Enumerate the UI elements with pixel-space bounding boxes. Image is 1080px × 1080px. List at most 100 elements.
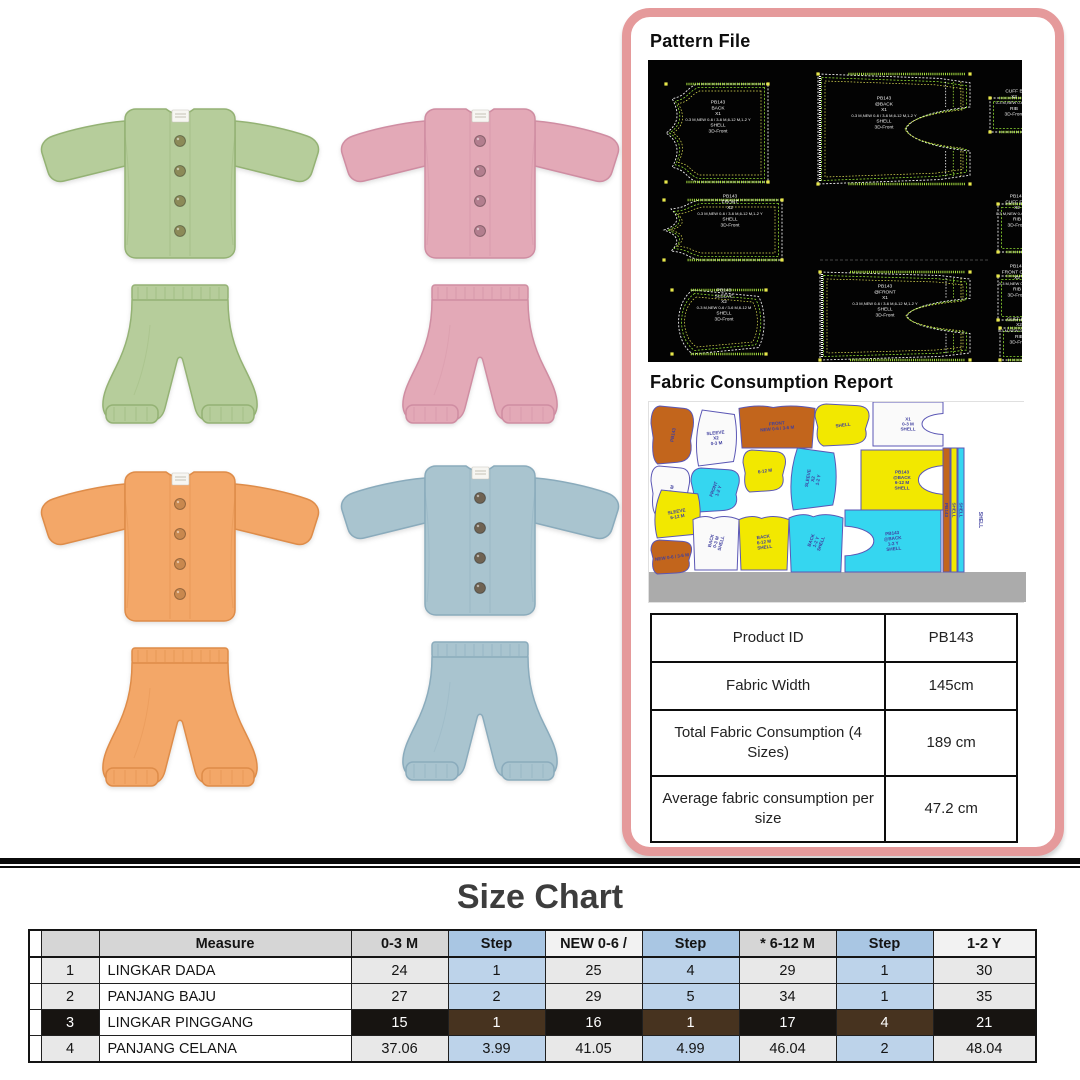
info-row: Average fabric consumption per size 47.2 … bbox=[649, 775, 1018, 843]
svg-text:0-3 M,NEW 0-6 / 3-6 M,6-12 M,1: 0-3 M,NEW 0-6 / 3-6 M,6-12 M,1-2 Y bbox=[697, 211, 763, 216]
baby-outfit-graphic bbox=[340, 465, 620, 781]
svg-text:X2: X2 bbox=[1016, 322, 1022, 328]
svg-text:CUFF B: CUFF B bbox=[1005, 88, 1022, 94]
info-label: Fabric Width bbox=[649, 661, 887, 711]
size-chart-header-measure: Measure bbox=[98, 929, 352, 958]
svg-text:FRONT CUFF: FRONT CUFF bbox=[1002, 269, 1022, 275]
size-chart-header--6-12-m: * 6-12 M bbox=[738, 929, 837, 958]
outfit-top bbox=[340, 465, 620, 616]
step-value: 4.99 bbox=[641, 1035, 740, 1063]
measure-name: LINGKAR PINGGANG bbox=[98, 1009, 352, 1036]
baby-set-orange-image bbox=[30, 458, 330, 808]
size-chart-row-3: 3 LINGKAR PINGGANG 15 1 16 1 17 4 21 bbox=[28, 1009, 1037, 1036]
svg-text:RIB: RIB bbox=[1013, 217, 1021, 223]
svg-text:0-3 M: 0-3 M bbox=[712, 536, 720, 549]
svg-text:X1: X1 bbox=[715, 111, 721, 117]
svg-text:FRONT: FRONT bbox=[722, 199, 739, 205]
size-chart-title: Size Chart bbox=[456, 878, 624, 916]
svg-text:6-12 M: 6-12 M bbox=[895, 480, 909, 485]
size-value: 15 bbox=[350, 1009, 449, 1036]
size-chart-header-blank bbox=[40, 929, 100, 958]
info-row: Total Fabric Consumption (4 Sizes) 189 cm bbox=[649, 709, 1018, 777]
size-chart-header-row: Measure 0-3 M Step NEW 0-6 /Step * 6-12 M Ste… bbox=[28, 929, 1037, 958]
svg-text:0-3 M,NEW 0-6 / 3-6 M,6-12 M,1: 0-3 M,NEW 0-6 / 3-6 M,6-12 M,1-2 Y bbox=[685, 117, 751, 122]
measure-name: PANJANG CELANA bbox=[98, 1035, 352, 1063]
outfit-pants bbox=[402, 284, 558, 424]
size-chart-row-1: 1 LINGKAR DADA 24 1 25 4 29 1 30 bbox=[28, 956, 1037, 984]
svg-text:3D-Front: 3D-Front bbox=[1005, 112, 1022, 118]
svg-text:SHELL: SHELL bbox=[877, 307, 893, 313]
svg-text:SHELL: SHELL bbox=[722, 217, 738, 223]
svg-text:PB143: PB143 bbox=[877, 96, 892, 102]
svg-text:RIB: RIB bbox=[1010, 106, 1018, 112]
fabric-report-title: Fabric Consumption Report bbox=[650, 372, 893, 392]
size-chart-header-blank bbox=[28, 929, 42, 958]
svg-text:3D-Front: 3D-Front bbox=[875, 125, 895, 131]
svg-text:SLEEVE: SLEEVE bbox=[667, 507, 686, 515]
svg-text:SHELL: SHELL bbox=[717, 535, 726, 551]
svg-text:0-3 M,NEW 0-6 / 3-6 M,6-12 M: 0-3 M,NEW 0-6 / 3-6 M,6-12 M bbox=[697, 305, 752, 310]
svg-text:@BACK: @BACK bbox=[893, 475, 911, 480]
step-value: 2 bbox=[447, 983, 546, 1010]
step-value: 5 bbox=[641, 983, 740, 1010]
size-value: 46.04 bbox=[738, 1035, 837, 1063]
svg-text:0-3 M,NEW 0-6 / 3-6 M,: 0-3 M,NEW 0-6 / 3-6 M, bbox=[998, 328, 1022, 333]
row-number: 3 bbox=[40, 1009, 100, 1036]
svg-text:0-3 M,NEW 0-6 / 3-6 M,6-12 M,1: 0-3 M,NEW 0-6 / 3-6 M,6-12 M,1-2 Y bbox=[852, 301, 918, 306]
svg-text:6-12 M: 6-12 M bbox=[670, 513, 685, 520]
svg-text:PB143: PB143 bbox=[1010, 264, 1022, 270]
svg-text:PB143: PB143 bbox=[1010, 194, 1022, 200]
info-row: Fabric Width 145cm bbox=[649, 661, 1018, 711]
svg-text:6-12 M: 6-12 M bbox=[758, 468, 773, 475]
size-value: 37.06 bbox=[350, 1035, 449, 1063]
svg-text:@BACK: @BACK bbox=[884, 535, 903, 542]
svg-text:X2: X2 bbox=[810, 475, 816, 482]
svg-text:SHELL: SHELL bbox=[900, 427, 915, 432]
row-margin-cell bbox=[28, 1009, 42, 1036]
size-value: 48.04 bbox=[932, 1035, 1037, 1063]
svg-text:X2: X2 bbox=[727, 205, 733, 211]
size-value: 21 bbox=[932, 1009, 1037, 1036]
svg-text:0-3 M,NEW 0-6 / 3-6: 0-3 M,NEW 0-6 / 3-6 bbox=[999, 281, 1022, 286]
svg-text:SHELL: SHELL bbox=[894, 485, 909, 490]
svg-text:CUFF BTM: CUFF BTM bbox=[1007, 316, 1022, 322]
svg-text:0-3 M: 0-3 M bbox=[710, 440, 722, 446]
svg-text:1-2 Y: 1-2 Y bbox=[714, 485, 722, 497]
svg-text:3D-Front: 3D-Front bbox=[1008, 223, 1022, 229]
svg-text:X2: X2 bbox=[713, 435, 720, 441]
size-chart-header-1-2-y: 1-2 Y bbox=[932, 929, 1037, 958]
baby-outfit-graphic bbox=[40, 471, 320, 787]
size-chart-header-step: Step bbox=[835, 929, 934, 958]
size-value: 29 bbox=[544, 983, 643, 1010]
info-label: Average fabric consumption per size bbox=[649, 775, 887, 843]
svg-text:SHELL: SHELL bbox=[757, 544, 773, 551]
neck-label-tag bbox=[471, 109, 490, 123]
pattern-file-title: Pattern File bbox=[650, 31, 751, 51]
fabric-info-table: Product ID PB143 Fabric Width 145cm Total Fa… bbox=[649, 613, 1018, 843]
svg-text:SHELL: SHELL bbox=[959, 502, 964, 517]
svg-text:NEW 0-6 / 3-6 M: NEW 0-6 / 3-6 M bbox=[760, 425, 795, 433]
size-chart-header-step: Step bbox=[641, 929, 740, 958]
svg-text:BACK: BACK bbox=[756, 533, 771, 540]
size-chart-header-new-0-6-: NEW 0-6 / bbox=[544, 929, 643, 958]
svg-text:3D-Front: 3D-Front bbox=[1008, 293, 1022, 299]
svg-text:RIB: RIB bbox=[1015, 334, 1022, 340]
svg-text:CUFF FRT: CUFF FRT bbox=[1005, 199, 1022, 205]
info-value: 47.2 cm bbox=[884, 775, 1018, 843]
spec-panel: Pattern File PB143 BACK X1 0-3 M,NEW 0-6 / … bbox=[622, 8, 1064, 856]
svg-text:@BACK: @BACK bbox=[875, 101, 894, 107]
svg-text:SHELL: SHELL bbox=[835, 421, 851, 428]
size-value: 27 bbox=[350, 983, 449, 1010]
svg-text:1-2 Y: 1-2 Y bbox=[815, 474, 822, 486]
svg-text:0-3 M,NEW 0-6 / 3-6: 0-3 M,NEW 0-6 / 3-6 bbox=[996, 100, 1022, 105]
svg-text:BACK: BACK bbox=[711, 105, 725, 111]
step-value: 1 bbox=[835, 983, 934, 1010]
size-value: 29 bbox=[738, 956, 837, 984]
svg-text:NEW 0-6 / 3-6 M: NEW 0-6 / 3-6 M bbox=[655, 552, 690, 562]
svg-text:FRONT: FRONT bbox=[769, 420, 785, 426]
size-value: 34 bbox=[738, 983, 837, 1010]
svg-text:X2: X2 bbox=[1014, 205, 1020, 211]
info-label: Total Fabric Consumption (4 Sizes) bbox=[649, 709, 887, 777]
